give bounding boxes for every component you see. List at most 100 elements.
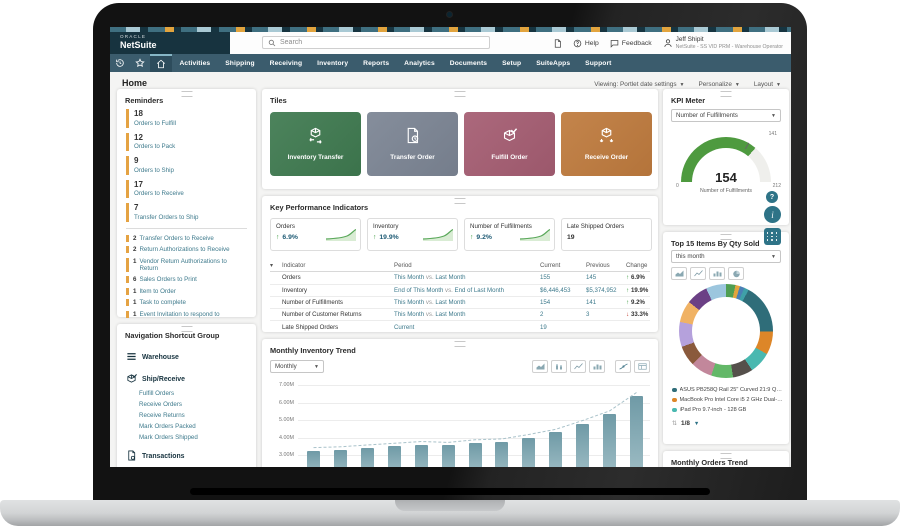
info-assistant-button[interactable]: i [763,205,782,224]
trend-line-icon[interactable] [615,360,631,373]
cell-current[interactable]: 155 [540,274,551,282]
reminder-item[interactable]: 1 Task to complete [126,299,247,306]
top-items-donut-chart[interactable] [679,284,773,378]
line-chart-icon[interactable] [570,360,586,373]
nav-item-suiteapps[interactable]: SuiteApps [536,59,571,67]
kpi-meter-select[interactable]: Number of Fulfillments ▼ [671,109,781,122]
tile-transfer-order[interactable]: Transfer Order [367,112,458,176]
legend-item[interactable]: MacBook Pro Intel Core i5 2 GHz Dual-Cor… [672,395,783,405]
feedback-button[interactable]: Feedback [610,39,652,48]
cell-previous[interactable]: $5,374,952 [586,286,617,294]
kpi-card-orders[interactable]: Orders ↑ 6.9% [270,218,361,251]
search-input[interactable]: Search [262,36,490,49]
portlet-drag-handle[interactable] [181,326,192,332]
shortcut-link[interactable]: Fulfill Orders [139,390,175,397]
legend-item[interactable]: iPad Pro 9.7-inch - 128 GB [672,405,783,415]
period-link[interactable]: Last Month [435,274,466,282]
nav-item-receiving[interactable]: Receiving [269,59,303,67]
cell-previous[interactable]: 145 [586,274,597,282]
cell-previous[interactable]: 3 [586,311,590,319]
shortcuts-star-button[interactable] [130,54,150,72]
reminder-item[interactable]: 9 Orders to Ship [126,156,247,175]
shortcut-link[interactable]: Receive Returns [139,412,185,419]
period-link[interactable]: Last Month [435,299,466,307]
shortcut-link[interactable]: Receive Orders [139,401,182,408]
period-link[interactable]: This Month [394,311,425,319]
table-sort-caret[interactable]: ▾ [270,262,274,270]
layout-menu[interactable]: Layout ▼ [753,81,781,88]
cell-current[interactable]: 154 [540,299,551,307]
report-icon[interactable] [634,360,650,373]
trend-range-select[interactable]: Monthly ▼ [270,360,324,373]
reminder-item[interactable]: 6 Sales Orders to Print [126,276,247,283]
help-button[interactable]: Help [573,39,599,48]
personalize-menu[interactable]: Personalize ▼ [698,81,740,88]
shortcut-group-warehouse[interactable]: Warehouse [126,351,247,364]
decorative-pattern-strip [110,27,791,32]
netsuite-logo[interactable]: ORACLE NetSuite [110,32,230,54]
quick-help-button[interactable]: ? [766,191,778,203]
reminder-item[interactable]: 17 Orders to Receive [126,179,247,198]
cell-current[interactable]: 19 [540,323,547,331]
stacked-bar-icon[interactable] [551,360,567,373]
bar-chart-icon[interactable] [589,360,605,373]
cell-current[interactable]: $6,446,453 [540,286,571,294]
top-items-range-select[interactable]: this month ▼ [671,250,781,263]
cell-current[interactable]: 2 [540,311,544,319]
nav-item-reports[interactable]: Reports [363,59,390,67]
portlet-drag-handle[interactable] [454,198,466,204]
area-chart-icon[interactable] [671,267,687,280]
nav-item-activities[interactable]: Activities [179,59,211,67]
recent-records-button[interactable] [110,54,130,72]
shortcut-group-ship-receive[interactable]: Ship/Receive [126,373,247,386]
nav-item-shipping[interactable]: Shipping [225,59,255,67]
reminder-item[interactable]: 2 Transfer Orders to Receive [126,234,247,242]
legend-item[interactable]: ASUS PB258Q Rail 25" Curved 21:9 QHD IP… [672,385,783,395]
period-link[interactable]: This Month [394,274,425,282]
reminder-item[interactable]: 18 Orders to Fulfill [126,109,247,128]
kpi-card-number-of-fulfillments[interactable]: Number of Fulfillments ↑ 9.2% [464,218,555,251]
tile-inventory-transfer[interactable]: Inventory Transfer [270,112,361,176]
shortcut-link[interactable]: Mark Orders Packed [139,423,196,430]
period-link[interactable]: End of This Month [394,286,444,294]
nav-item-setup[interactable]: Setup [502,59,522,67]
reminder-item[interactable]: 1 Event Invitation to respond to [126,310,247,318]
shortcut-link[interactable]: Mark Orders Shipped [139,434,198,441]
reminder-item[interactable]: 1 Item to Order [126,287,247,295]
line-chart-icon[interactable] [690,267,706,280]
bar-chart-icon[interactable] [709,267,725,280]
nav-item-support[interactable]: Support [585,59,612,67]
nav-item-inventory[interactable]: Inventory [317,59,349,67]
period-link[interactable]: End of Last Month [454,286,504,294]
area-chart-icon[interactable] [532,360,548,373]
portlet-drag-handle[interactable] [720,453,732,459]
portlet-drag-handle[interactable] [181,91,192,97]
period-link[interactable]: Current [394,323,415,331]
nav-item-documents[interactable]: Documents [449,59,488,67]
nav-item-analytics[interactable]: Analytics [404,59,435,67]
portlet-drag-handle[interactable] [720,234,732,240]
viewing-selector[interactable]: Viewing: Portlet date settings ▼ [594,81,685,88]
create-new-button[interactable] [553,38,562,48]
legend-pager[interactable]: ⇅ 1/8 ▼ [672,420,699,427]
period-link[interactable]: This Month [394,299,425,307]
portlet-drag-handle[interactable] [454,91,466,97]
reminder-item[interactable]: 2 Return Authorizations to Receive [126,246,247,253]
reminder-item[interactable]: 7 Transfer Orders to Ship [126,203,247,222]
tile-receive-order[interactable]: Receive Order [561,112,652,176]
portlet-drag-handle[interactable] [454,341,466,347]
portlet-drag-handle[interactable] [720,91,732,97]
tile-fulfill-order[interactable]: Fulfill Order [464,112,555,176]
home-tab[interactable] [150,54,172,72]
reminder-count: 9 [134,156,139,165]
user-menu[interactable]: Jeff Shipit NetSuite - SS VID PRM - Ware… [663,36,783,51]
period-link[interactable]: Last Month [435,311,466,319]
reminder-item[interactable]: 12 Orders to Pack [126,132,247,151]
shortcut-group-transactions[interactable]: Transactions [126,450,247,463]
kpi-card-late-shipped-orders[interactable]: Late Shipped Orders 19 [561,218,652,251]
reminder-item[interactable]: 1 Vendor Return Authorizations to Return [126,257,247,272]
apps-grid-button[interactable] [764,228,781,245]
kpi-card-inventory[interactable]: Inventory ↑ 19.9% [367,218,458,251]
cell-previous[interactable]: 141 [586,299,597,307]
pie-chart-icon[interactable] [728,267,744,280]
